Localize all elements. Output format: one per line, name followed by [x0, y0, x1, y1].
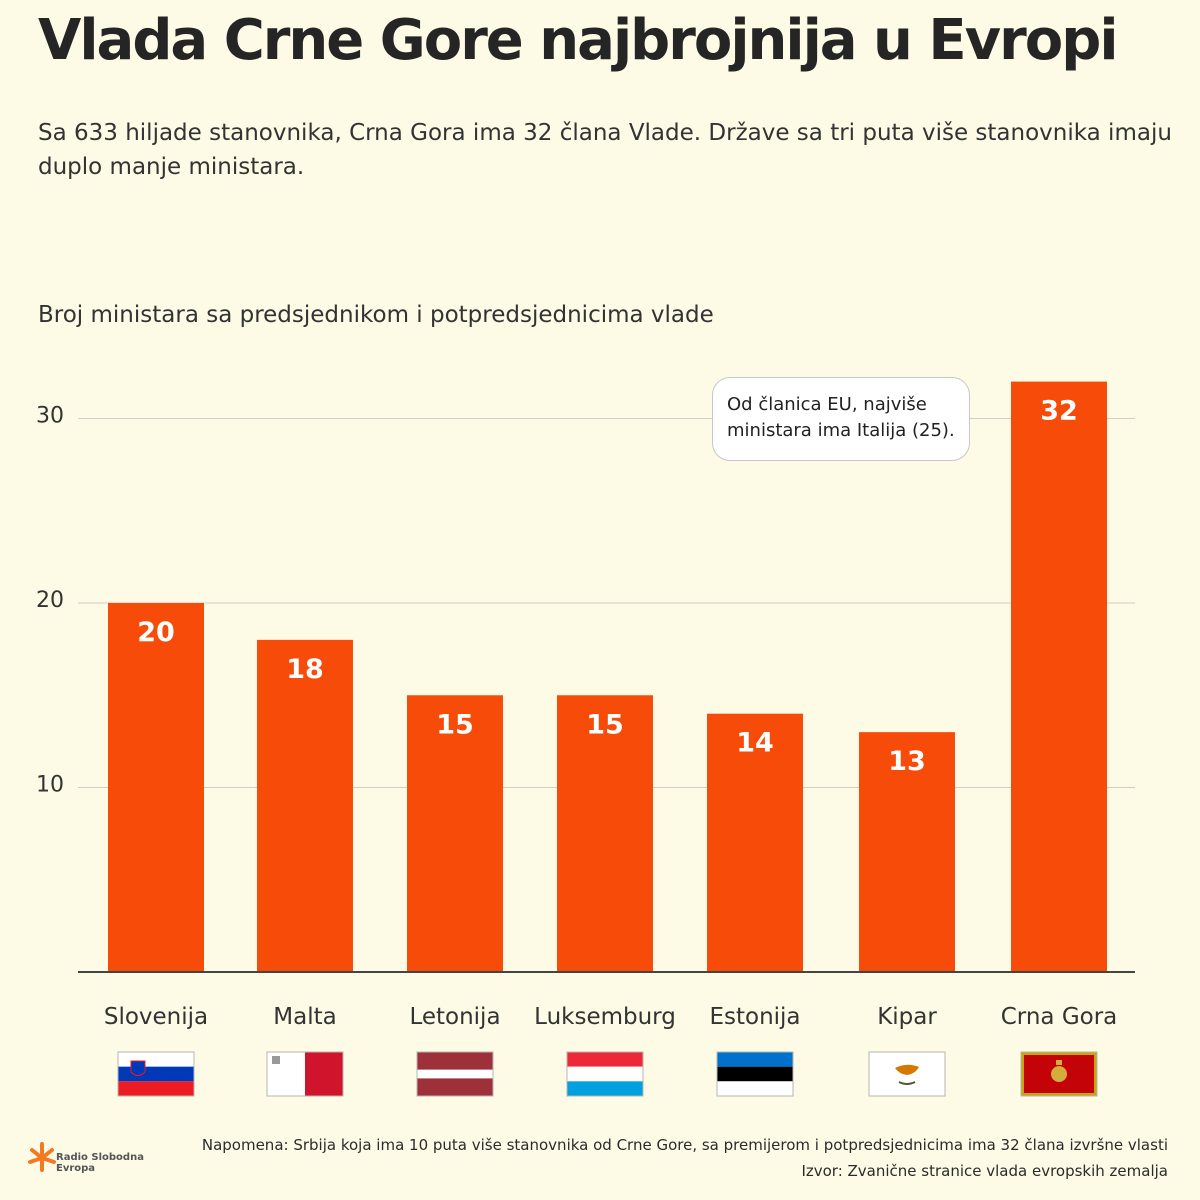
- data-label: 32: [1040, 396, 1078, 427]
- flag-stripe: [118, 1066, 194, 1082]
- slovenia-flag-icon: [117, 1051, 195, 1097]
- callout-line-2: ministara ima Italija (25).: [727, 420, 955, 441]
- flag-emblem: [272, 1056, 280, 1064]
- flag-stripe: [118, 1081, 194, 1096]
- rse-logo-icon: [28, 1142, 56, 1172]
- flag-emblem: [895, 1064, 919, 1075]
- callout-line-1: Od članica EU, najviše: [727, 394, 927, 415]
- bar: [707, 713, 803, 972]
- flag-border: [868, 1051, 946, 1097]
- flag-stripe: [717, 1052, 793, 1067]
- flag-border: [716, 1051, 794, 1097]
- data-label: 15: [436, 709, 474, 740]
- logo-line-2: Evropa: [56, 1163, 96, 1174]
- flag-emblem: [130, 1060, 146, 1076]
- flag-border: [117, 1051, 195, 1097]
- bar: [1011, 381, 1107, 973]
- flag-border: [566, 1051, 644, 1097]
- malta-flag-icon: [266, 1051, 344, 1097]
- montenegro-flag-icon: [1020, 1051, 1098, 1097]
- logo-text: Radio Slobodna Evropa: [56, 1152, 144, 1174]
- page-subtitle: Sa 633 hiljade stanovnika, Crna Gora ima…: [38, 120, 1172, 180]
- chart-title: Broj ministara sa predsjednikom i potpre…: [38, 302, 714, 328]
- footnote: Napomena: Srbija koja ima 10 puta više s…: [201, 1136, 1168, 1154]
- bar: [257, 639, 353, 972]
- x-tick-label: Luksemburg: [534, 1004, 676, 1030]
- data-label: 14: [736, 728, 774, 759]
- flag-emblem: [1051, 1066, 1067, 1082]
- flag-stripe: [567, 1066, 643, 1082]
- page-title: Vlada Crne Gore najbrojnija u Evropi: [38, 8, 1119, 73]
- cyprus-flag-icon: [868, 1051, 946, 1097]
- bar: [407, 695, 503, 972]
- bar: [859, 732, 955, 972]
- flag-stripe: [567, 1081, 643, 1096]
- footer-notes: Napomena: Srbija koja ima 10 puta više s…: [202, 1132, 1168, 1184]
- x-tick-label: Letonija: [409, 1004, 500, 1030]
- bar: [108, 603, 204, 972]
- estonia-flag-icon: [716, 1051, 794, 1097]
- flag-border: [416, 1051, 494, 1097]
- flag-stripe: [118, 1052, 194, 1067]
- data-label: 18: [286, 654, 324, 685]
- x-tick-label: Slovenija: [104, 1004, 208, 1030]
- flag-stripe: [717, 1081, 793, 1096]
- source-note: Izvor: Zvanične stranice vlada evropskih…: [801, 1162, 1168, 1180]
- y-tick-label: 10: [36, 773, 64, 798]
- flag-stripe: [717, 1066, 793, 1082]
- flag-emblem: [898, 1081, 916, 1085]
- data-label: 20: [137, 617, 175, 648]
- callout-bubble: Od članica EU, najviše ministara ima Ita…: [712, 377, 970, 461]
- flag-emblem: [1056, 1060, 1062, 1065]
- y-tick-label: 20: [36, 588, 64, 613]
- logo-line-1: Radio Slobodna: [56, 1152, 144, 1163]
- flag-border: [266, 1051, 344, 1097]
- x-tick-label: Kipar: [877, 1004, 937, 1030]
- x-tick-label: Estonija: [709, 1004, 800, 1030]
- bar: [557, 695, 653, 972]
- luxembourg-flag-icon: [566, 1051, 644, 1097]
- x-tick-label: Malta: [273, 1004, 336, 1030]
- x-tick-label: Crna Gora: [1001, 1004, 1118, 1030]
- flag-border: [1020, 1051, 1098, 1097]
- flag-stripe: [567, 1052, 643, 1067]
- data-label: 15: [586, 709, 624, 740]
- flag-stripe: [305, 1052, 343, 1096]
- data-label: 13: [888, 746, 926, 777]
- flag-stripe: [417, 1069, 493, 1079]
- latvia-flag-icon: [416, 1051, 494, 1097]
- y-tick-label: 30: [36, 404, 64, 429]
